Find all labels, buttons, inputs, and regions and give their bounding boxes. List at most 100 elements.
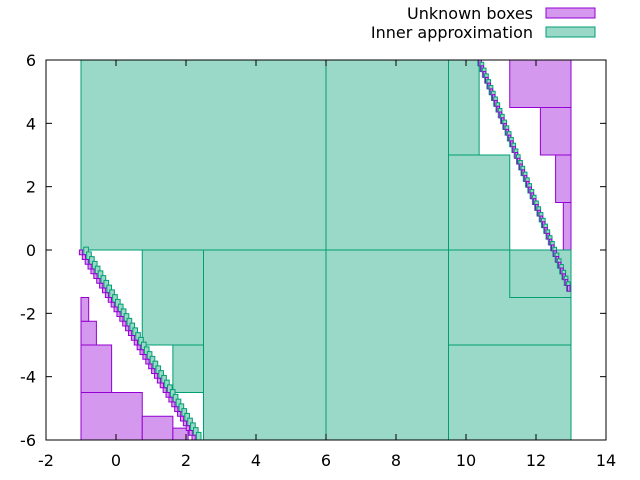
ll-inner-23 xyxy=(149,355,156,365)
ll-unk-2 xyxy=(84,259,89,265)
x-tick-label: 2 xyxy=(181,451,191,470)
ll-inner-3 xyxy=(91,260,98,270)
ll-inner-31 xyxy=(172,393,179,403)
ll-unk-29 xyxy=(162,387,167,393)
ll-unk-18 xyxy=(130,335,136,341)
x-tick-label: 12 xyxy=(526,451,546,470)
legend-swatch-0 xyxy=(545,7,596,19)
x-tick-label: 6 xyxy=(321,451,331,470)
ll-inner-34 xyxy=(181,408,188,417)
ll-unk-4 xyxy=(90,268,95,275)
ll-inner-0 xyxy=(83,246,89,256)
unknown-box-1 xyxy=(80,344,113,393)
plot-area xyxy=(78,60,572,440)
y-tick-label: -6 xyxy=(20,431,36,450)
ll-inner-37 xyxy=(190,422,196,431)
ll-unk-7 xyxy=(99,282,104,289)
unknown-box-4 xyxy=(141,415,174,440)
ll-unk-23 xyxy=(145,358,150,365)
ll-inner-16 xyxy=(129,322,136,332)
inner-box-2 xyxy=(203,249,327,440)
ll-unk-28 xyxy=(159,382,164,389)
ll-inner-20 xyxy=(141,341,147,351)
ll-unk-5 xyxy=(93,273,98,279)
ll-inner-15 xyxy=(126,317,133,327)
ll-unk-32 xyxy=(171,401,176,408)
unknown-box-9 xyxy=(562,202,572,251)
ll-inner-1 xyxy=(86,251,92,260)
ll-unk-14 xyxy=(119,316,124,322)
ll-unk-37 xyxy=(185,425,190,431)
legend-label-1: Inner approximation xyxy=(371,23,533,42)
ll-inner-32 xyxy=(175,398,182,408)
ll-unk-0 xyxy=(78,249,84,256)
unknown-box-5 xyxy=(172,427,189,440)
legend-label-0: Unknown boxes xyxy=(407,4,533,23)
ll-inner-38 xyxy=(192,427,199,436)
ll-inner-4 xyxy=(94,265,101,275)
inner-box-7 xyxy=(172,344,204,393)
unknown-box-6 xyxy=(509,60,572,108)
ll-unk-9 xyxy=(104,292,110,298)
unknown-box-3 xyxy=(80,297,90,322)
ll-unk-30 xyxy=(165,392,170,398)
ll-unk-12 xyxy=(113,306,118,313)
ll-inner-2 xyxy=(89,256,95,265)
ll-inner-19 xyxy=(138,336,144,346)
inner-box-0 xyxy=(80,60,327,251)
ll-inner-7 xyxy=(103,279,110,289)
ll-inner-18 xyxy=(135,332,141,341)
inner-box-1 xyxy=(325,60,449,251)
ll-unk-3 xyxy=(87,263,92,270)
ll-inner-21 xyxy=(143,346,150,355)
unknown-box-2 xyxy=(80,320,97,346)
ll-inner-13 xyxy=(120,308,127,317)
ll-unk-1 xyxy=(81,254,87,260)
ll-inner-27 xyxy=(161,374,167,384)
ll-unk-31 xyxy=(168,396,173,403)
ll-inner-12 xyxy=(117,303,124,313)
y-tick-label: 4 xyxy=(26,114,36,133)
ur-unk-39 xyxy=(566,284,571,292)
ll-inner-9 xyxy=(109,289,115,298)
ll-unk-27 xyxy=(156,377,162,384)
ll-unk-11 xyxy=(110,301,115,308)
inner-box-5 xyxy=(448,344,572,440)
ll-unk-24 xyxy=(148,363,153,370)
ll-unk-8 xyxy=(101,287,107,294)
ll-inner-25 xyxy=(155,365,162,374)
ll-inner-28 xyxy=(164,379,170,389)
y-tick-label: 6 xyxy=(26,51,36,70)
ll-inner-35 xyxy=(184,412,190,422)
ll-inner-33 xyxy=(178,403,185,412)
ll-unk-26 xyxy=(153,373,159,379)
ll-unk-20 xyxy=(136,344,141,351)
ll-unk-21 xyxy=(139,349,144,355)
ll-unk-36 xyxy=(182,420,188,427)
ll-unk-15 xyxy=(122,320,127,327)
ll-inner-29 xyxy=(167,384,173,393)
inner-box-3 xyxy=(325,249,449,440)
ll-inner-14 xyxy=(123,313,130,322)
ll-unk-25 xyxy=(151,368,156,374)
ll-inner-36 xyxy=(187,417,193,427)
unknown-box-0 xyxy=(80,392,143,440)
ll-inner-8 xyxy=(106,284,112,294)
ll-unk-38 xyxy=(188,430,193,436)
inner-box-8 xyxy=(448,60,480,156)
x-tick-label: 8 xyxy=(391,451,401,470)
y-tick-label: 0 xyxy=(26,241,36,260)
x-tick-label: 10 xyxy=(456,451,476,470)
ll-inner-30 xyxy=(169,389,176,398)
ll-inner-6 xyxy=(100,275,107,284)
unknown-box-8 xyxy=(555,154,572,203)
ll-inner-17 xyxy=(132,327,138,336)
x-tick-label: 4 xyxy=(251,451,261,470)
x-tick-label: 14 xyxy=(596,451,616,470)
ll-inner-22 xyxy=(146,351,153,360)
ll-unk-6 xyxy=(96,278,101,284)
ll-unk-16 xyxy=(125,325,130,332)
y-tick-label: -2 xyxy=(20,304,36,323)
ll-unk-13 xyxy=(116,311,121,317)
